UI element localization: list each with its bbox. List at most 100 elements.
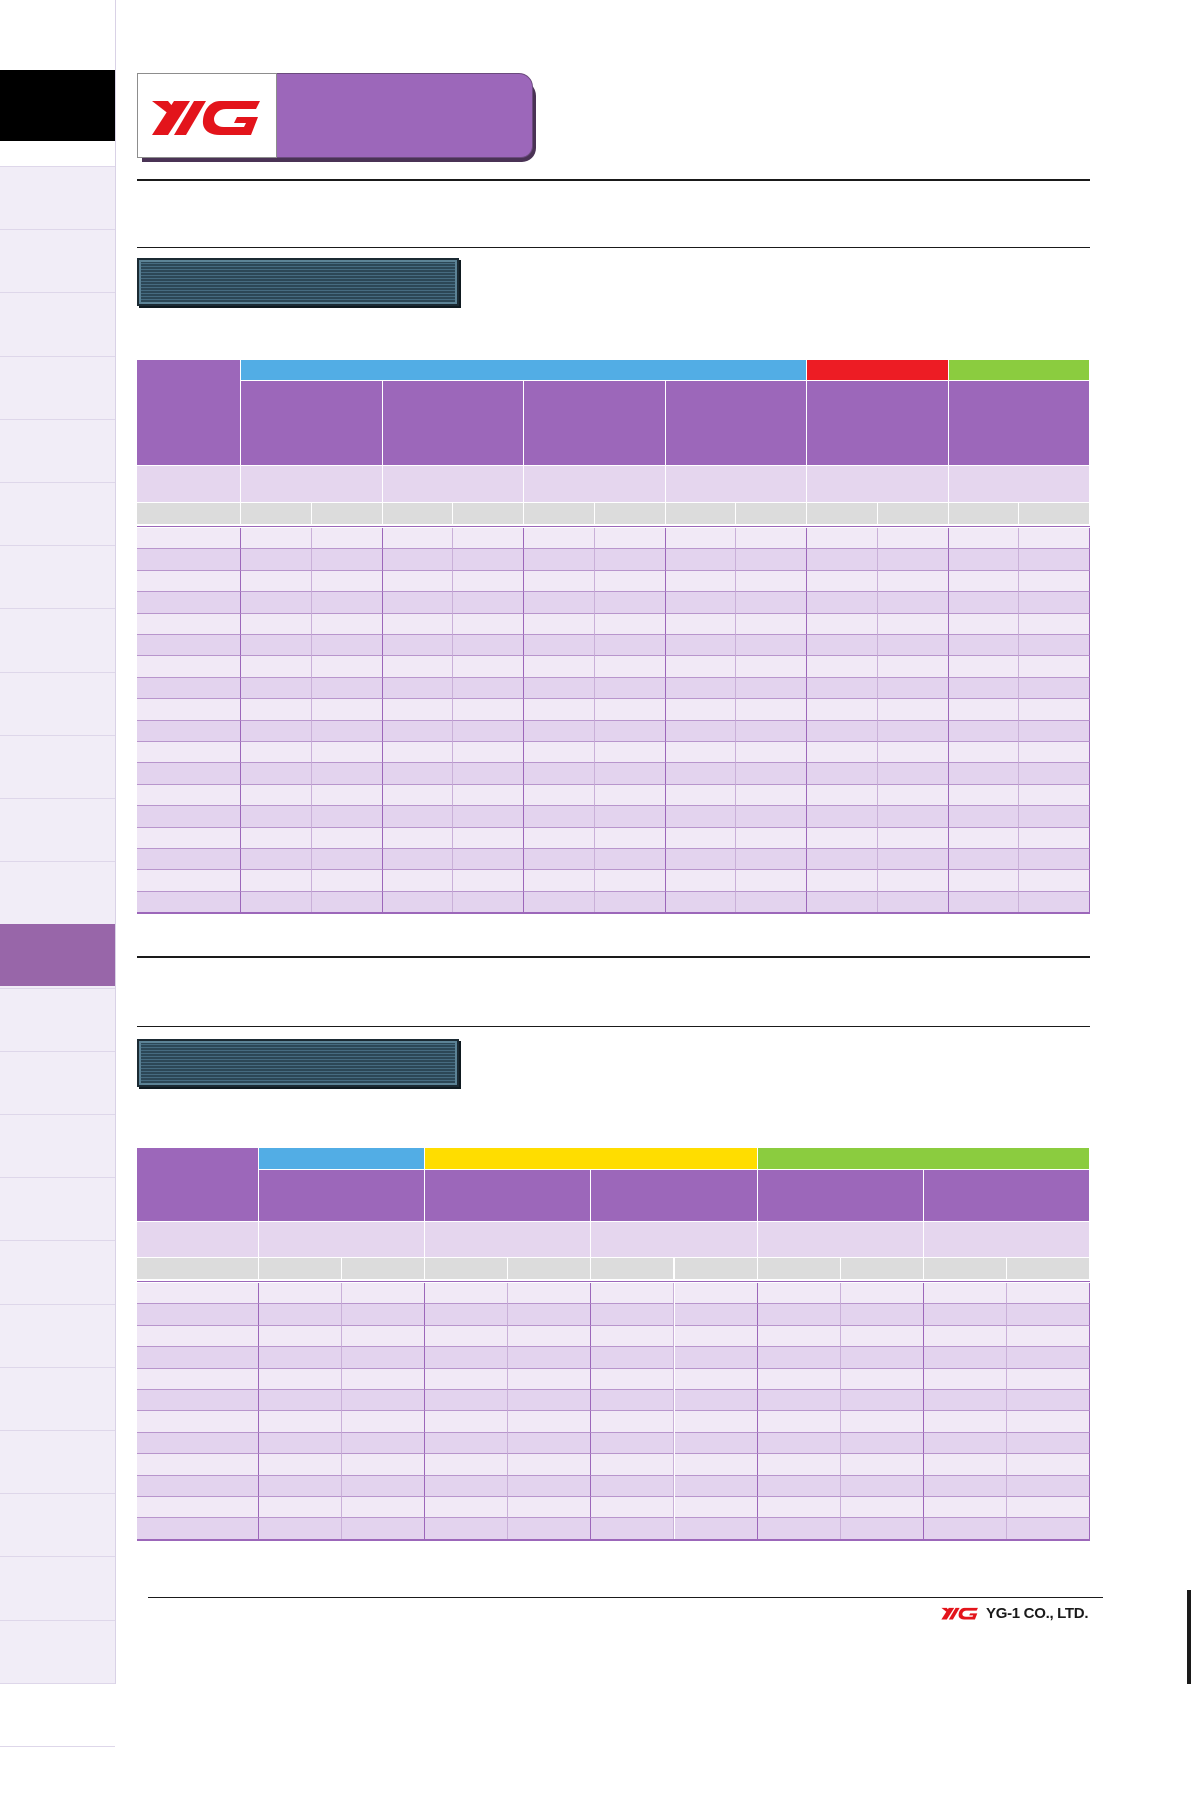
table-cell <box>259 1432 343 1455</box>
side-tab[interactable] <box>0 1430 115 1492</box>
table-cell <box>508 1283 592 1305</box>
table-cell <box>807 570 878 593</box>
table-cell <box>840 1390 924 1412</box>
table-cell <box>524 849 595 871</box>
table-cell <box>425 1518 509 1540</box>
table-cell <box>948 784 1020 807</box>
header-label-cell <box>137 1148 259 1221</box>
side-tab[interactable] <box>0 355 115 418</box>
table-cell <box>807 656 878 678</box>
side-tab[interactable] <box>0 1366 115 1429</box>
table-cell <box>665 849 737 871</box>
table-cell <box>311 742 383 764</box>
header-column-sub-cell <box>665 465 807 502</box>
table-cell <box>524 891 595 914</box>
section-1-bottom-rule <box>137 247 1090 248</box>
table-cell <box>241 592 312 614</box>
header-column-cell <box>807 380 949 465</box>
side-tab[interactable] <box>0 1114 115 1176</box>
table-row-label-cell <box>137 635 241 657</box>
table-cell <box>1006 1325 1090 1348</box>
side-tab[interactable] <box>0 608 115 670</box>
side-tab[interactable] <box>0 798 115 860</box>
table-cell <box>840 1454 924 1476</box>
table-cell <box>757 1347 841 1369</box>
table-cell <box>342 1518 426 1540</box>
table-cell <box>1006 1347 1090 1369</box>
table-row-label-cell <box>137 763 241 785</box>
side-tab[interactable] <box>0 166 115 228</box>
side-tab[interactable] <box>0 1303 115 1366</box>
side-tab[interactable] <box>0 861 115 923</box>
side-tab[interactable] <box>0 1240 115 1302</box>
side-tab[interactable] <box>0 734 115 797</box>
table-cell <box>665 827 737 849</box>
side-tab[interactable] <box>0 229 115 291</box>
table-cell <box>425 1390 509 1412</box>
table-cell <box>591 1475 675 1497</box>
section-2-top-rule <box>137 956 1090 958</box>
table-cell <box>948 763 1020 785</box>
side-tab[interactable] <box>0 1746 115 1808</box>
table-cell <box>591 1283 675 1305</box>
table-cell <box>382 570 454 593</box>
table-cell <box>923 1347 1007 1369</box>
header-unit-cell <box>807 502 878 524</box>
header-unit-cell <box>948 502 1020 524</box>
header-label-unit-cell <box>137 502 241 524</box>
table-cell <box>425 1454 509 1476</box>
section-2-bottom-rule <box>137 1026 1090 1027</box>
table-row-label-cell <box>137 870 241 892</box>
table-cell <box>1006 1304 1090 1326</box>
side-tab[interactable] <box>0 671 115 734</box>
table-cell <box>524 613 595 635</box>
table-cell <box>923 1475 1007 1497</box>
table-cell <box>259 1475 343 1497</box>
side-tab[interactable] <box>0 482 115 544</box>
table-cell <box>674 1283 758 1305</box>
table-cell <box>259 1411 343 1433</box>
table-cell <box>948 849 1020 871</box>
table-cell <box>508 1304 592 1326</box>
table-cell <box>1019 870 1090 892</box>
table-cell <box>259 1518 343 1540</box>
side-tab[interactable] <box>0 924 115 987</box>
table-cell <box>1006 1475 1090 1497</box>
table-cell <box>524 592 595 614</box>
table-cell <box>508 1497 592 1519</box>
side-tab[interactable] <box>0 1493 115 1555</box>
table-row-label-cell <box>137 784 241 807</box>
header-column-sub-cell <box>923 1221 1090 1257</box>
table-cell <box>524 549 595 571</box>
table-cell <box>1019 635 1090 657</box>
side-tab[interactable] <box>0 1177 115 1239</box>
table-cell <box>1006 1518 1090 1540</box>
table-cell <box>594 528 666 550</box>
header-unit-cell <box>840 1257 924 1279</box>
header-column-cell <box>259 1169 426 1221</box>
table-cell <box>877 763 949 785</box>
side-tab[interactable] <box>0 292 115 354</box>
table-cell <box>807 528 878 550</box>
side-tab[interactable] <box>0 1682 115 1745</box>
table-cell <box>807 742 878 764</box>
side-tab[interactable] <box>0 987 115 1050</box>
table-cell <box>840 1411 924 1433</box>
table-cell <box>948 742 1020 764</box>
table-row-label-cell <box>137 1325 259 1348</box>
table-cell <box>948 656 1020 678</box>
table-cell <box>382 870 454 892</box>
side-tab[interactable] <box>0 1619 115 1682</box>
table-cell <box>665 528 737 550</box>
table-cell <box>948 677 1020 700</box>
table-cell <box>524 635 595 657</box>
side-tab[interactable] <box>0 545 115 607</box>
yg-logo-icon <box>152 100 260 135</box>
table-row-label-cell <box>137 1390 259 1412</box>
side-tab[interactable] <box>0 1050 115 1113</box>
side-tab[interactable] <box>0 1556 115 1618</box>
table-cell <box>840 1475 924 1497</box>
table-cell <box>241 849 312 871</box>
side-tab[interactable] <box>0 418 115 481</box>
table-cell <box>382 528 454 550</box>
